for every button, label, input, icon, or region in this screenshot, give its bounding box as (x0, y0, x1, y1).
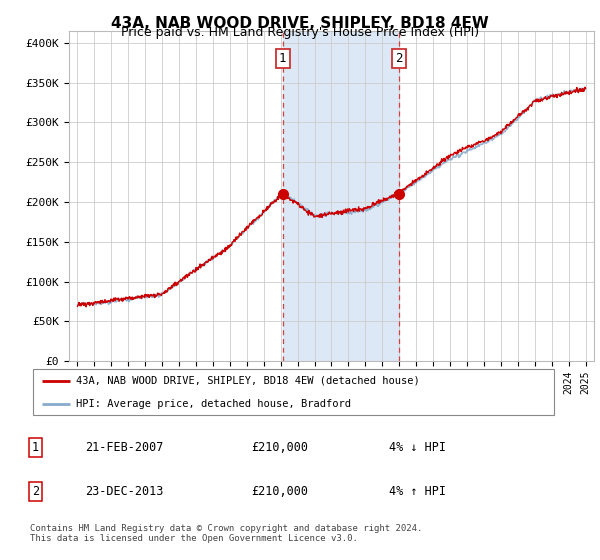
Text: 21-FEB-2007: 21-FEB-2007 (85, 441, 164, 454)
Bar (283, 31, 399, 361)
Text: 1: 1 (32, 441, 39, 454)
Text: HPI: Average price, detached house, Bradford: HPI: Average price, detached house, Brad… (76, 399, 352, 409)
Text: 43A, NAB WOOD DRIVE, SHIPLEY, BD18 4EW: 43A, NAB WOOD DRIVE, SHIPLEY, BD18 4EW (111, 16, 489, 31)
Text: Price paid vs. HM Land Registry's House Price Index (HPI): Price paid vs. HM Land Registry's House … (121, 26, 479, 39)
Text: 2: 2 (395, 52, 403, 65)
Text: 2: 2 (32, 485, 39, 498)
Text: 4% ↑ HPI: 4% ↑ HPI (389, 485, 446, 498)
Text: £210,000: £210,000 (251, 441, 308, 454)
Text: 23-DEC-2013: 23-DEC-2013 (85, 485, 164, 498)
Text: 1: 1 (279, 52, 286, 65)
Text: £210,000: £210,000 (251, 485, 308, 498)
FancyBboxPatch shape (32, 370, 554, 414)
Text: 4% ↓ HPI: 4% ↓ HPI (389, 441, 446, 454)
Text: Contains HM Land Registry data © Crown copyright and database right 2024.
This d: Contains HM Land Registry data © Crown c… (30, 524, 422, 543)
Text: 43A, NAB WOOD DRIVE, SHIPLEY, BD18 4EW (detached house): 43A, NAB WOOD DRIVE, SHIPLEY, BD18 4EW (… (76, 376, 420, 386)
